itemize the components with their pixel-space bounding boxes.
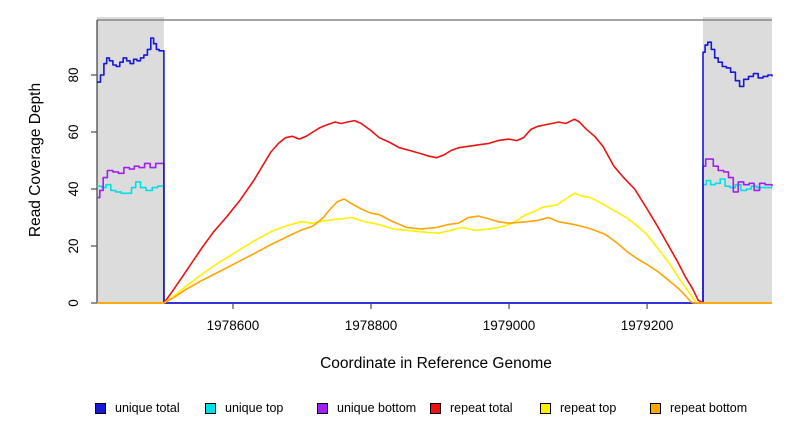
x-axis-title: Coordinate in Reference Genome	[320, 355, 552, 372]
series-repeat-bottom	[97, 198, 772, 304]
x-tick-label: 1978600	[207, 318, 260, 333]
shaded-region-left	[97, 17, 164, 303]
legend-label-unique-total: unique total	[115, 401, 180, 415]
y-tick-label: 60	[66, 124, 81, 139]
series-repeat-top	[97, 192, 772, 304]
legend-item-repeat-bottom: repeat bottom	[650, 400, 747, 416]
legend-swatch-unique-bottom	[317, 402, 328, 414]
legend-swatch-repeat-top	[540, 402, 551, 414]
coverage-plot: 1978600 1978800 1979000 1979200 0 20 40 60 80	[66, 17, 773, 333]
legend-swatch-repeat-total	[430, 402, 441, 414]
series-repeat-total	[97, 118, 772, 304]
legend-item-unique-bottom: unique bottom	[317, 400, 416, 416]
x-tick-label: 1979000	[483, 318, 536, 333]
legend-label-repeat-top: repeat top	[560, 401, 617, 415]
legend-item-repeat-total: repeat total	[430, 400, 513, 416]
series-unique-total	[97, 37, 773, 304]
y-tick-label: 40	[66, 181, 81, 196]
x-tick-label: 1978800	[345, 318, 398, 333]
y-axis-title: Read Coverage Depth	[27, 82, 44, 238]
legend-swatch-repeat-bottom	[650, 402, 661, 414]
y-tick-label: 80	[66, 67, 81, 82]
legend-swatch-unique-total	[95, 402, 106, 414]
shaded-region-right	[702, 17, 772, 303]
y-tick-label: 0	[66, 299, 81, 307]
y-tick-label: 20	[66, 238, 81, 253]
legend-label-unique-top: unique top	[225, 401, 284, 415]
legend-swatch-unique-top	[205, 402, 216, 414]
legend-item-repeat-top: repeat top	[540, 400, 616, 416]
legend-item-unique-top: unique top	[205, 400, 283, 416]
legend-item-unique-total: unique total	[95, 400, 180, 416]
legend: unique total unique top unique bottom re…	[0, 400, 792, 420]
legend-label-unique-bottom: unique bottom	[337, 401, 417, 415]
legend-label-repeat-bottom: repeat bottom	[670, 401, 748, 415]
series-unique-top	[97, 178, 772, 304]
x-tick-label: 1979200	[621, 318, 674, 333]
legend-label-repeat-total: repeat total	[450, 401, 513, 415]
